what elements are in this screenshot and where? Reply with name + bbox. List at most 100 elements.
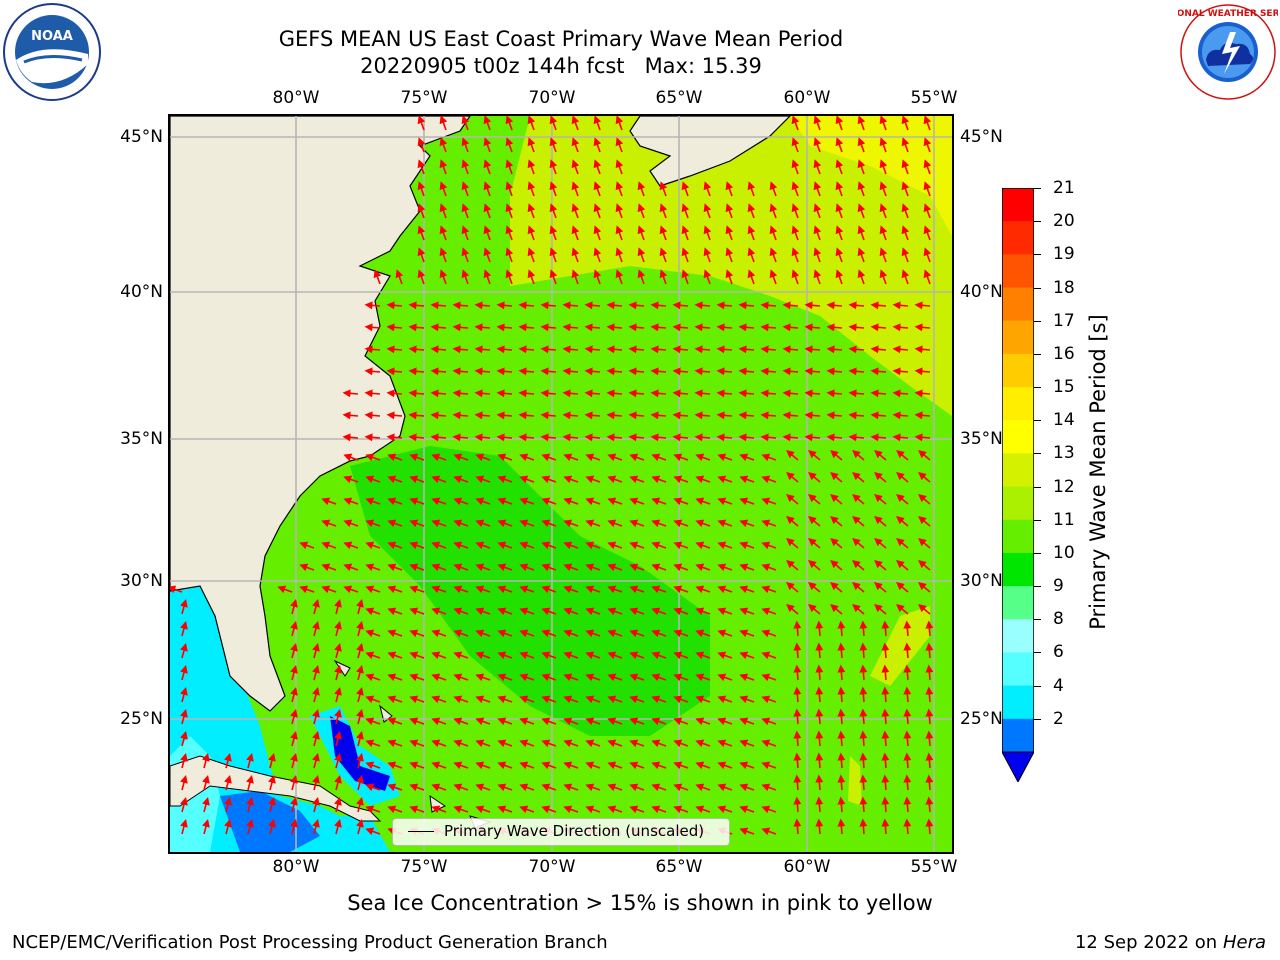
- wave-direction-arrow: [439, 225, 448, 241]
- wave-direction-arrow: [629, 739, 645, 748]
- wave-direction-arrow: [585, 629, 601, 638]
- wave-direction-arrow: [874, 449, 887, 461]
- wave-direction-arrow: [695, 607, 711, 616]
- wave-direction-arrow: [540, 345, 557, 354]
- wave-direction-arrow: [769, 225, 778, 241]
- wave-direction-arrow: [761, 585, 777, 594]
- wave-direction-arrow: [925, 664, 934, 681]
- wave-direction-arrow: [497, 739, 513, 748]
- wave-direction-arrow: [695, 761, 711, 770]
- wave-direction-arrow: [563, 761, 579, 770]
- wave-direction-arrow: [431, 497, 447, 506]
- wave-direction-arrow: [717, 629, 733, 638]
- wave-direction-arrow: [497, 563, 513, 572]
- wave-direction-arrow: [914, 411, 931, 420]
- wave-direction-arrow: [562, 433, 579, 442]
- wave-direction-arrow: [563, 585, 579, 594]
- wave-direction-arrow: [830, 559, 843, 571]
- wave-direction-arrow: [793, 730, 802, 747]
- wave-direction-arrow: [738, 345, 755, 354]
- wave-direction-arrow: [903, 708, 912, 725]
- wave-direction-arrow: [747, 269, 756, 285]
- wave-direction-arrow: [673, 629, 689, 638]
- wave-direction-arrow: [914, 345, 931, 354]
- wave-direction-arrow: [409, 651, 425, 660]
- colorbar-tick-label: 19: [1053, 244, 1075, 265]
- wave-direction-arrow: [673, 783, 689, 792]
- wave-direction-arrow: [815, 642, 824, 659]
- wave-direction-arrow: [408, 411, 425, 420]
- wave-direction-arrow: [837, 774, 846, 791]
- wave-direction-arrow: [373, 269, 382, 285]
- wave-direction-arrow: [497, 761, 513, 770]
- colorbar-tick: [1034, 486, 1041, 488]
- wave-direction-arrow: [903, 686, 912, 703]
- wave-direction-arrow: [695, 563, 711, 572]
- wave-direction-arrow: [386, 433, 403, 442]
- wave-direction-arrow: [629, 651, 645, 660]
- wave-direction-arrow: [786, 581, 799, 593]
- wave-direction-arrow: [813, 181, 822, 197]
- wave-direction-arrow: [593, 269, 602, 285]
- wave-direction-arrow: [475, 453, 491, 462]
- wave-direction-arrow: [474, 367, 491, 376]
- wave-direction-arrow: [364, 323, 381, 332]
- colorbar-segment: [1002, 586, 1034, 620]
- wave-direction-arrow: [541, 475, 557, 484]
- wave-direction-arrow: [892, 367, 909, 376]
- wave-direction-arrow: [651, 475, 667, 484]
- wave-direction-arrow: [694, 389, 711, 398]
- wave-direction-arrow: [386, 367, 403, 376]
- wave-direction-arrow: [918, 603, 931, 615]
- wave-direction-arrow: [417, 203, 426, 219]
- lon-label-bottom: 70°W: [528, 857, 576, 877]
- wave-direction-arrow: [725, 247, 734, 263]
- wave-direction-arrow: [563, 519, 579, 528]
- wave-direction-arrow: [782, 367, 799, 376]
- wave-direction-arrow: [224, 774, 232, 791]
- wave-direction-arrow: [681, 247, 690, 263]
- wave-direction-arrow: [431, 541, 447, 550]
- wave-direction-arrow: [549, 116, 558, 131]
- wave-direction-arrow: [717, 497, 733, 506]
- colorbar-tick-label: 17: [1053, 310, 1075, 331]
- wave-direction-arrow: [562, 411, 579, 420]
- wave-direction-arrow: [202, 796, 210, 813]
- wave-direction-arrow: [918, 515, 931, 527]
- wave-direction-arrow: [365, 607, 381, 616]
- wave-direction-arrow: [651, 607, 667, 616]
- wave-direction-arrow: [694, 433, 711, 442]
- wave-direction-arrow: [483, 181, 492, 197]
- wave-direction-arrow: [497, 629, 513, 638]
- wave-direction-arrow: [431, 805, 447, 814]
- wave-direction-arrow: [202, 818, 210, 835]
- wave-direction-arrow: [637, 225, 646, 241]
- wave-direction-arrow: [672, 411, 689, 420]
- wave-direction-arrow: [716, 301, 733, 310]
- wave-direction-arrow: [290, 620, 298, 637]
- wave-direction-arrow: [563, 673, 579, 682]
- wave-direction-arrow: [593, 247, 602, 263]
- wave-direction-arrow: [835, 247, 844, 263]
- wave-direction-arrow: [475, 497, 491, 506]
- wave-direction-arrow: [848, 411, 865, 420]
- wave-direction-arrow: [695, 695, 711, 704]
- wave-direction-arrows: [170, 116, 934, 836]
- wave-direction-arrow: [180, 708, 188, 725]
- wave-direction-arrow: [497, 651, 513, 660]
- wave-direction-arrow: [815, 818, 824, 835]
- wave-direction-arrow: [505, 225, 514, 241]
- wave-direction-arrow: [901, 203, 910, 219]
- wave-direction-arrow: [852, 603, 865, 615]
- wave-direction-arrow: [321, 541, 337, 550]
- wave-direction-arrow: [518, 411, 535, 420]
- wave-direction-arrow: [918, 537, 931, 549]
- wave-direction-arrow: [452, 345, 469, 354]
- wave-direction-arrow: [874, 537, 887, 549]
- wave-direction-arrow: [870, 301, 887, 310]
- wave-direction-arrow: [808, 493, 821, 505]
- colorbar-tick: [1034, 287, 1041, 289]
- wave-direction-arrow: [365, 827, 381, 836]
- wave-direction-arrow: [475, 629, 491, 638]
- wave-direction-arrow: [703, 203, 712, 219]
